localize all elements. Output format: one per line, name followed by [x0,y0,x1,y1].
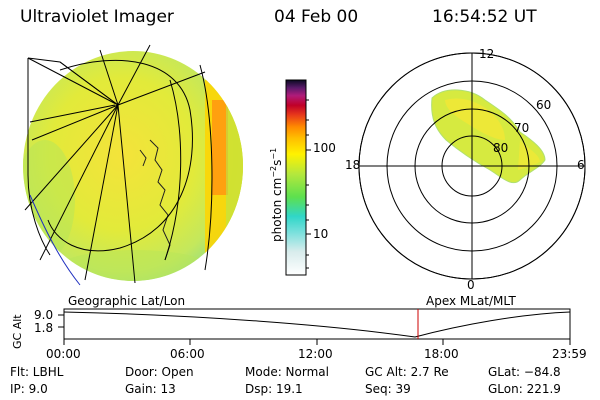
timeline-ylabel: GC Alt [11,314,24,349]
unit-mid: s [270,159,284,166]
lat-label-80: 80 [493,141,509,155]
timeline-plot [58,308,571,345]
param-gain: Gain: 13 [125,382,176,396]
mlt-label-12: 12 [479,47,495,61]
mlt-label-6: 6 [577,158,585,172]
time-label: 16:54:52 UT [432,7,537,27]
unit-exp-1: −2 [269,165,278,178]
color-bar [285,79,311,276]
param-flt: Flt: LBHL [10,365,64,379]
param-ip: IP: 9.0 [10,382,48,396]
timeline-xtick: 00:00 [46,347,81,361]
date-label: 04 Feb 00 [274,7,359,27]
param-mode: Mode: Normal [245,365,329,379]
param-seq: Seq: 39 [365,382,411,396]
instrument-title: Ultraviolet Imager [20,7,174,27]
mlt-label-18: 18 [345,158,361,172]
param-gcalt: GC Alt: 2.7 Re [365,365,449,379]
mlt-label-0: 0 [467,278,475,292]
colorbar-unit-label: photon cm−2s−1 [269,147,284,242]
param-door: Door: Open [125,365,194,379]
timeline-xtick: 06:00 [170,347,205,361]
polar-plot [358,52,586,280]
timeline-ytick-top: 9.0 [34,308,54,322]
param-dsp: Dsp: 19.1 [245,382,303,396]
geographic-image [23,44,243,286]
unit-exp-2: −1 [269,147,278,160]
unit-base: photon cm [270,177,284,242]
timeline-xtick: 12:00 [298,347,333,361]
colorbar-tick-100: 100 [313,141,336,155]
param-glat: GLat: −84.8 [488,365,561,379]
timeline-ytick-bottom: 1.8 [34,321,54,335]
colorbar-tick-10: 10 [313,227,329,241]
timeline-xtick: 18:00 [424,347,459,361]
lat-label-60: 60 [536,98,552,112]
projection-right-label: Apex MLat/MLT [426,294,516,308]
projection-left-label: Geographic Lat/Lon [68,294,186,308]
lat-label-70: 70 [514,121,530,135]
timeline-xtick: 23:59 [552,347,587,361]
param-glon: GLon: 221.9 [488,382,561,396]
